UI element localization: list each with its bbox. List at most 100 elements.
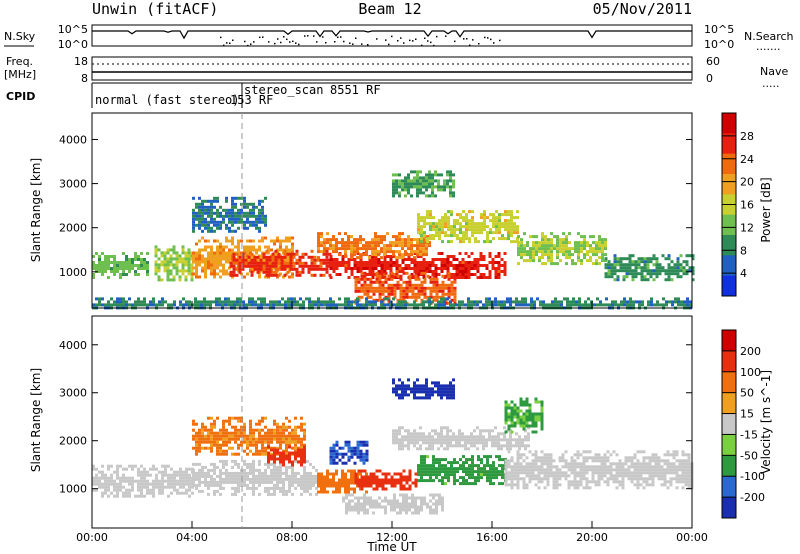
heatmap-cell xyxy=(182,485,185,489)
heatmap-cell xyxy=(399,508,402,512)
heatmap-cell xyxy=(243,459,246,463)
heatmap-cell xyxy=(413,252,417,255)
heatmap-cell xyxy=(595,259,598,263)
heatmap-cell xyxy=(195,440,198,444)
heatmap-cell xyxy=(604,272,608,276)
heatmap-cell xyxy=(283,267,287,271)
heatmap-cell xyxy=(252,220,255,224)
heatmap-cell xyxy=(495,222,498,226)
heatmap-cell xyxy=(161,473,164,477)
heatmap-cell xyxy=(276,451,279,455)
heatmap-cell xyxy=(575,300,578,304)
heatmap-cell xyxy=(298,273,302,277)
heatmap-cell xyxy=(375,469,379,473)
heatmap-cell xyxy=(417,222,420,226)
nsearch-dot xyxy=(388,43,390,46)
heatmap-cell xyxy=(201,474,204,478)
heatmap-cell xyxy=(155,479,158,483)
heatmap-cell xyxy=(416,261,420,264)
heatmap-cell xyxy=(542,300,545,304)
heatmap-cell xyxy=(652,257,656,261)
heatmap-cell xyxy=(98,303,101,307)
heatmap-cell xyxy=(225,462,228,466)
heatmap-cell xyxy=(363,502,366,506)
heatmap-cell xyxy=(140,494,143,498)
heatmap-cell xyxy=(425,250,428,254)
heatmap-cell xyxy=(628,263,632,267)
heatmap-cell xyxy=(351,493,354,497)
nsearch-dot xyxy=(409,39,411,42)
heatmap-cell xyxy=(480,467,483,471)
heatmap-cell xyxy=(173,476,176,480)
nsearch-dot xyxy=(355,37,357,40)
heatmap-cell xyxy=(252,440,255,444)
heatmap-cell xyxy=(601,259,604,263)
heatmap-cell xyxy=(401,182,404,186)
heatmap-cell xyxy=(420,505,423,509)
heatmap-cell xyxy=(167,479,170,483)
heatmap-cell xyxy=(381,505,384,509)
heatmap-cell xyxy=(152,300,155,304)
heatmap-cell xyxy=(351,505,354,509)
heatmap-cell xyxy=(383,258,387,261)
heatmap-cell xyxy=(131,303,134,307)
heatmap-cell xyxy=(282,239,285,243)
heatmap-cell xyxy=(178,275,182,279)
heatmap-cell xyxy=(429,280,433,284)
heatmap-cell xyxy=(279,440,282,444)
heatmap-cell xyxy=(577,232,580,236)
heatmap-cell xyxy=(438,222,441,226)
heatmap-cell xyxy=(374,300,377,304)
heatmap-cell xyxy=(332,300,335,304)
heatmap-cell xyxy=(335,267,339,270)
heatmap-cell xyxy=(195,462,198,466)
heatmap-cell xyxy=(354,289,358,293)
heatmap-cell xyxy=(431,191,434,195)
heatmap-cell xyxy=(667,254,671,258)
heatmap-cell xyxy=(450,225,453,229)
heatmap-cell xyxy=(513,483,517,487)
heatmap-cell xyxy=(207,251,210,255)
heatmap-cell xyxy=(128,476,131,480)
heatmap-cell xyxy=(417,283,421,287)
heatmap-cell xyxy=(417,213,420,217)
heatmap-cell xyxy=(467,303,470,307)
heatmap-cell xyxy=(326,484,329,488)
heatmap-cell xyxy=(438,228,441,232)
heatmap-cell xyxy=(380,276,384,279)
heatmap-cell xyxy=(565,247,568,251)
heatmap-cell xyxy=(461,270,465,273)
heatmap-cell xyxy=(247,255,251,259)
heatmap-cell xyxy=(252,459,255,463)
heatmap-cell xyxy=(398,182,401,186)
heatmap-cell xyxy=(116,300,119,304)
heatmap-cell xyxy=(213,272,216,276)
heatmap-cell xyxy=(407,258,411,261)
heatmap-cell xyxy=(613,269,617,273)
heatmap-cell xyxy=(354,508,357,512)
heatmap-cell xyxy=(98,300,101,304)
heatmap-cell xyxy=(338,487,341,491)
heatmap-cell xyxy=(264,471,267,475)
heatmap-cell xyxy=(326,481,329,485)
heatmap-cell xyxy=(677,297,680,301)
heatmap-cell xyxy=(332,267,336,270)
heatmap-cell xyxy=(357,484,361,488)
heatmap-cell xyxy=(243,422,246,426)
heatmap-cell xyxy=(228,257,231,261)
heatmap-cell xyxy=(453,298,457,302)
heatmap-cell xyxy=(347,484,350,488)
heatmap-cell xyxy=(306,486,309,490)
heatmap-cell xyxy=(261,471,264,475)
heatmap-cell xyxy=(332,264,336,267)
nsearch-dot xyxy=(403,42,405,44)
heatmap-cell xyxy=(291,431,294,435)
heatmap-cell xyxy=(637,272,641,276)
heatmap-cell xyxy=(516,216,519,220)
heatmap-cell xyxy=(173,479,176,483)
heatmap-cell xyxy=(419,435,422,439)
heatmap-cell xyxy=(509,432,512,436)
heatmap-cell xyxy=(486,470,489,474)
heatmap-cell xyxy=(449,170,452,174)
heatmap-cell xyxy=(531,459,535,463)
